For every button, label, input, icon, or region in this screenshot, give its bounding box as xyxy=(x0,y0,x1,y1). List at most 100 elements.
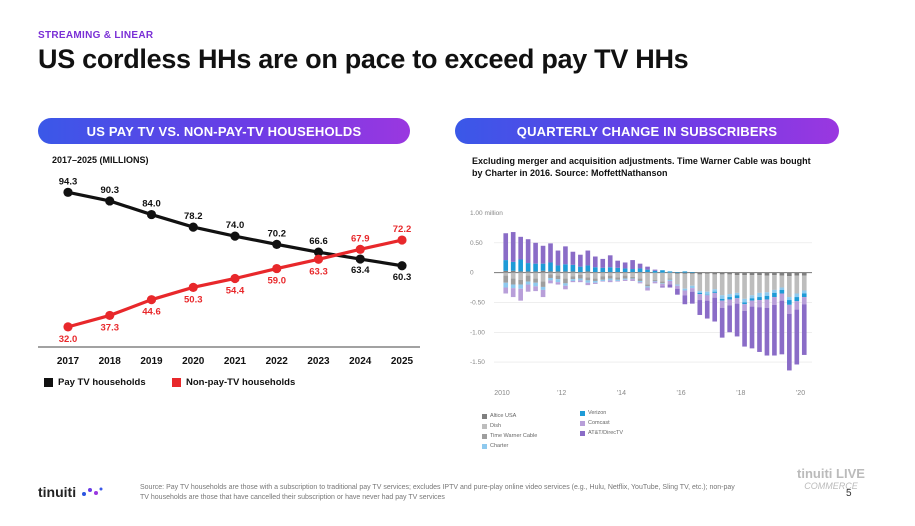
bar-segment xyxy=(637,280,643,283)
bar-segment xyxy=(660,286,665,288)
bar-segment xyxy=(525,271,531,273)
bar-segment xyxy=(548,243,553,263)
data-point xyxy=(188,222,198,232)
bar-segment xyxy=(592,267,598,273)
x-tick-label: 2021 xyxy=(224,356,247,367)
x-tick-label: 2023 xyxy=(307,356,330,367)
bar-segment xyxy=(764,272,770,276)
data-point xyxy=(105,196,115,206)
bar-segment xyxy=(548,262,553,272)
bar-segment xyxy=(555,271,561,273)
y-tick-label: -1.00 xyxy=(470,329,485,336)
y-tick-label: 0 xyxy=(470,270,474,277)
left-chart-subtitle: 2017–2025 (MILLIONS) xyxy=(52,155,149,165)
bar-segment xyxy=(779,287,785,290)
bar-segment xyxy=(749,275,755,296)
bar-segment xyxy=(548,274,553,278)
series-line-non-pay-tv xyxy=(67,238,403,329)
bar-legend-label: Time Warner Cable xyxy=(490,433,538,439)
data-label: 67.9 xyxy=(351,233,370,244)
data-point xyxy=(272,263,282,274)
bar-segment xyxy=(555,265,561,272)
bar-segment xyxy=(600,279,606,281)
bar-segment xyxy=(690,272,695,273)
bar-segment xyxy=(578,278,583,281)
bar-segment xyxy=(622,275,628,279)
bar-segment xyxy=(622,279,628,281)
bar-segment xyxy=(570,271,576,273)
legend-swatch-pay-tv xyxy=(44,378,53,387)
bar-segment xyxy=(600,272,606,277)
bar-segment xyxy=(503,272,509,276)
bar-segment xyxy=(675,288,680,295)
data-point xyxy=(146,295,157,305)
bar-segment xyxy=(712,289,718,292)
bar-segment xyxy=(682,273,688,289)
bar-segment xyxy=(675,273,680,285)
bar-segment xyxy=(787,304,792,314)
bar-segment xyxy=(787,313,792,371)
bar-segment xyxy=(555,250,561,266)
bar-segment xyxy=(749,272,755,275)
bar-legend-item: Comcast xyxy=(580,420,610,426)
bar-segment xyxy=(615,272,620,273)
bar-segment xyxy=(555,282,561,285)
bar-segment xyxy=(734,292,740,296)
bar-segment xyxy=(637,272,643,273)
bar-segment xyxy=(510,270,516,273)
bar-segment xyxy=(794,275,800,294)
bar-segment xyxy=(630,278,635,280)
bar-segment xyxy=(794,293,800,298)
data-label: 70.2 xyxy=(268,228,287,239)
bar-segment xyxy=(742,304,747,311)
bar-segment xyxy=(600,267,606,273)
data-point xyxy=(355,254,365,264)
bar-segment xyxy=(607,272,613,276)
bar-segment xyxy=(592,282,598,284)
bar-segment xyxy=(585,272,591,278)
data-label: 37.3 xyxy=(101,322,120,333)
bar-segment xyxy=(645,284,650,287)
bar-segment xyxy=(503,282,509,288)
x-tick-label: 2025 xyxy=(391,356,414,367)
x-tick-label: 2020 xyxy=(182,356,205,367)
bar-segment xyxy=(510,232,516,262)
bar-segment xyxy=(801,275,807,291)
bar-segment xyxy=(727,272,732,275)
bar-segment xyxy=(533,242,538,264)
line-chart: 2017 2018 2019 2020 2021 2022 2023 2024 2025 94.3… xyxy=(38,176,420,367)
bar-segment xyxy=(585,265,591,272)
data-label: 32.0 xyxy=(59,334,78,345)
bar-segment xyxy=(518,271,523,273)
bar-segment xyxy=(585,250,591,266)
bar-segment xyxy=(615,277,620,280)
bar-segment xyxy=(533,278,538,283)
bar-segment xyxy=(592,272,598,273)
bar-segment xyxy=(749,298,755,301)
bar-segment xyxy=(697,274,703,292)
bar-legend-item: Time Warner Cable xyxy=(482,433,537,439)
bar-legend-item: Altice USA xyxy=(482,413,516,419)
bar-segment xyxy=(518,279,523,285)
bar-segment xyxy=(585,277,591,281)
bar-segment xyxy=(592,256,598,268)
bar-segment xyxy=(660,270,665,273)
data-label: 54.4 xyxy=(226,285,245,296)
bar-segment xyxy=(682,295,688,305)
bar-legend-item: Verizon xyxy=(580,410,606,416)
bar-segment xyxy=(712,291,718,293)
bar-segment xyxy=(801,290,807,294)
bar-segment xyxy=(779,293,785,301)
bar-segment xyxy=(704,295,710,301)
bar-segment xyxy=(510,272,516,279)
bar-segment xyxy=(712,274,718,290)
right-chart-header: QUARTERLY CHANGE IN SUBSCRIBERS xyxy=(455,118,839,144)
left-chart-header: US PAY TV VS. NON-PAY-TV HOUSEHOLDS xyxy=(38,118,410,144)
bar-segment xyxy=(578,254,583,267)
bar-segment xyxy=(682,290,688,296)
bar-segment xyxy=(719,307,725,338)
bar-segment xyxy=(697,272,703,275)
data-label: 44.6 xyxy=(142,307,161,318)
bar-segment xyxy=(652,281,658,284)
bar-segment xyxy=(525,239,531,264)
